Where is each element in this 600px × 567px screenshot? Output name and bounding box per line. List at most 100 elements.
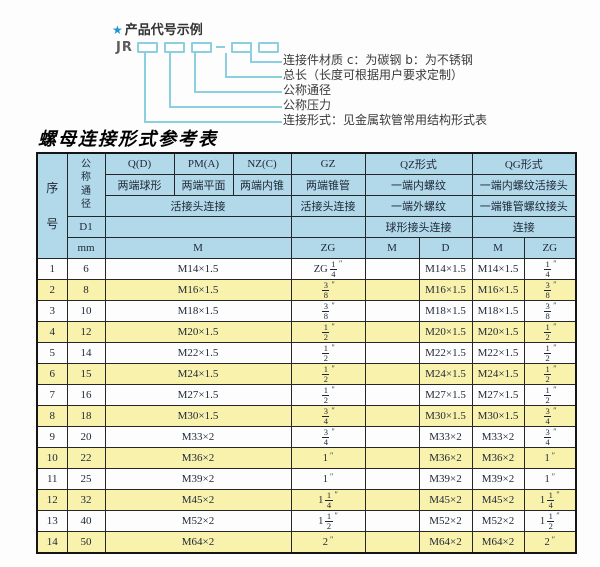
nut-connection-table: 序号 公称通径 Q(D) PM(A) NZ(C) GZ QZ形式 QG形式 两端… <box>36 152 578 554</box>
cell-m: M22×1.5 <box>104 342 292 364</box>
cell-serial: 8 <box>36 405 68 427</box>
diagram-label-pressure: 公称压力 <box>283 98 332 112</box>
header-blank-2 <box>290 216 366 238</box>
diagram-title: ★ 产品代号示例 <box>112 19 203 38</box>
cell-dn: 18 <box>66 405 106 427</box>
cell-m: M33×2 <box>104 426 292 448</box>
cell-dn: 40 <box>66 510 106 532</box>
header-end-qg: 一端内螺纹活接头 <box>471 174 577 196</box>
cell-serial: 3 <box>36 300 68 322</box>
code-box <box>230 41 252 53</box>
table-row: 1 6 M14×1.5 ZG 1 4 ″ M14×1.5 M14×1.5 1 4 ″ <box>36 258 577 280</box>
cell-gz: 3 8 ″ <box>290 300 366 322</box>
cell-qz-d: M24×1.5 <box>418 363 473 385</box>
cell-qg-m: M22×1.5 <box>471 342 525 364</box>
table-row: 13 40 M52×2 1 1 2 ″ M52×2 M52×2 1 1 2 ″ <box>36 510 577 532</box>
cell-qz-d: M14×1.5 <box>418 258 473 280</box>
cell-qz-d: M39×2 <box>418 468 473 490</box>
cell-gz: 3 4 ″ <box>290 405 366 427</box>
cell-qz-d: M18×1.5 <box>418 300 473 322</box>
table-row: 5 14 M22×1.5 1 2 ″ M22×1.5 M22×1.5 1 2 ″ <box>36 342 577 364</box>
cell-dn: 15 <box>66 363 106 385</box>
header-end-qd: 两端球形 <box>104 174 175 196</box>
cell-gz: 3 4 ″ <box>290 426 366 448</box>
cell-qg-zg: 3 4 ″ <box>523 405 577 427</box>
header-blank-1 <box>104 216 292 238</box>
cell-serial: 12 <box>36 489 68 511</box>
leader-line <box>144 53 282 123</box>
cell-qg-m: M45×2 <box>471 489 525 511</box>
cell-gz: 2 ″ <box>290 531 366 554</box>
cell-qz-d: M33×2 <box>418 426 473 448</box>
cell-qz-m <box>364 342 420 364</box>
cell-qz-m <box>364 531 420 554</box>
cell-serial: 2 <box>36 279 68 301</box>
cell-m: M18×1.5 <box>104 300 292 322</box>
table-row: 12 32 M45×2 1 1 4 ″ M45×2 M45×2 1 1 4 ″ <box>36 489 577 511</box>
cell-qz-m <box>364 510 420 532</box>
cell-qg-m: M39×2 <box>471 468 525 490</box>
header-diameter: 公称通径 <box>66 152 106 217</box>
header-connect-gz: 活接头连接 <box>290 195 366 217</box>
diagram-title-text: 产品代号示例 <box>124 23 203 38</box>
cell-qz-d: M22×1.5 <box>418 342 473 364</box>
cell-qz-d: M27×1.5 <box>418 384 473 406</box>
cell-qz-d: M52×2 <box>418 510 473 532</box>
table-row: 4 12 M20×1.5 1 2 ″ M20×1.5 M20×1.5 1 2 ″ <box>36 321 577 343</box>
cell-qz-d: M36×2 <box>418 447 473 469</box>
header-thread-qz-m: M <box>364 237 420 259</box>
cell-gz: 1 1 4 ″ <box>290 489 366 511</box>
header-connect-qz: 一端外螺纹 <box>364 195 473 217</box>
header-type-gz: GZ <box>290 152 366 175</box>
header-end-qz: 一端内螺纹 <box>364 174 473 196</box>
cell-qz-m <box>364 447 420 469</box>
cell-serial: 9 <box>36 426 68 448</box>
diagram-label-material: 连接件材质 c：为碳钢 b：为不锈钢 <box>283 53 473 67</box>
header-d1: D1 <box>66 216 106 238</box>
cell-m: M30×1.5 <box>104 405 292 427</box>
cell-qg-zg: 2 ″ <box>523 531 577 554</box>
cell-gz: 1 2 ″ <box>290 342 366 364</box>
table-row: 2 8 M16×1.5 3 8 ″ M16×1.5 M16×1.5 3 8 ″ <box>36 279 577 301</box>
header-thread-zg: ZG <box>290 237 366 259</box>
code-box <box>190 41 212 53</box>
code-dash <box>215 46 225 48</box>
cell-qz-d: M64×2 <box>418 531 473 554</box>
cell-dn: 32 <box>66 489 106 511</box>
header-thread-qg-zg: ZG <box>523 237 577 259</box>
table-row: 9 20 M33×2 3 4 ″ M33×2 M33×2 3 4 ″ <box>36 426 577 448</box>
code-box <box>136 41 158 53</box>
cell-dn: 22 <box>66 447 106 469</box>
code-box <box>163 41 185 53</box>
cell-m: M27×1.5 <box>104 384 292 406</box>
header-connect-union: 活接头连接 <box>104 195 292 217</box>
cell-qz-m <box>364 468 420 490</box>
diagram-label-length: 总长（长度可根据用户要求定制） <box>283 68 464 82</box>
cell-serial: 7 <box>36 384 68 406</box>
cell-gz: 1 2 ″ <box>290 384 366 406</box>
cell-dn: 16 <box>66 384 106 406</box>
table-row: 8 18 M30×1.5 3 4 ″ M30×1.5 M30×1.5 3 4 ″ <box>36 405 577 427</box>
cell-m: M64×2 <box>104 531 292 554</box>
cell-qg-m: M18×1.5 <box>471 300 525 322</box>
table-row: 3 10 M18×1.5 3 8 ″ M18×1.5 M18×1.5 3 8 ″ <box>36 300 577 322</box>
cell-serial: 4 <box>36 321 68 343</box>
cell-qg-m: M30×1.5 <box>471 405 525 427</box>
cell-qz-m <box>364 405 420 427</box>
cell-m: M52×2 <box>104 510 292 532</box>
cell-serial: 5 <box>36 342 68 364</box>
cell-qg-m: M36×2 <box>471 447 525 469</box>
star-icon: ★ <box>112 23 123 37</box>
cell-gz: ZG 1 4 ″ <box>290 258 366 280</box>
cell-dn: 50 <box>66 531 106 554</box>
table-title: 螺母连接形式参考表 <box>38 129 218 150</box>
header-type-qz: QZ形式 <box>364 152 473 175</box>
cell-m: M16×1.5 <box>104 279 292 301</box>
cell-qg-m: M27×1.5 <box>471 384 525 406</box>
cell-qz-m <box>364 489 420 511</box>
cell-dn: 20 <box>66 426 106 448</box>
header-end-pma: 两端平面 <box>173 174 234 196</box>
cell-dn: 8 <box>66 279 106 301</box>
cell-qg-zg: 1 2 ″ <box>523 363 577 385</box>
